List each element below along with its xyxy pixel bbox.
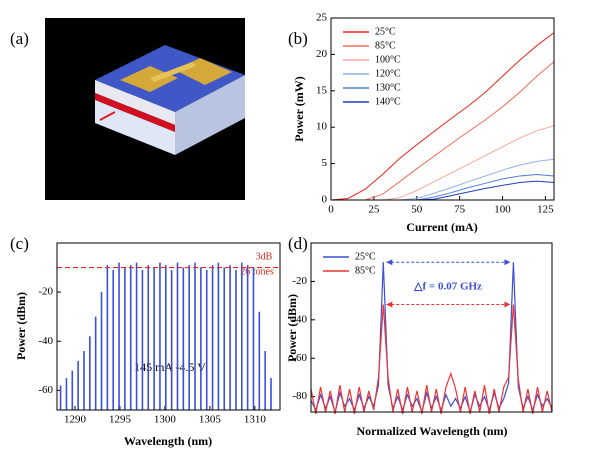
annotation: 26 tones (240, 266, 274, 277)
series-line (330, 32, 555, 201)
x-tick-label: 1300 (154, 414, 177, 426)
x-tick-label: 1305 (199, 414, 222, 426)
x-axis-title: Current (mA) (406, 220, 477, 234)
panel-label: (b) (288, 29, 308, 48)
y-tick-label: -60 (38, 384, 53, 396)
plot-frame (56, 242, 281, 411)
legend-label: 100°C (375, 54, 401, 65)
y-tick-label: 5 (322, 157, 328, 169)
plot-frame (330, 17, 555, 201)
x-tick-label: 50 (411, 204, 423, 216)
legend-label: 120°C (375, 68, 401, 79)
y-tick-label: 20 (316, 48, 328, 60)
series-line (331, 173, 555, 201)
x-axis-title: Wavelength (nm) (124, 434, 212, 448)
y-tick-label: -20 (292, 275, 307, 287)
x-axis-title: Normalized Wavelength (nm) (356, 424, 507, 438)
y-tick-label: 15 (316, 84, 328, 96)
x-tick-label: 25 (368, 204, 380, 216)
y-tick-label: -40 (38, 335, 53, 347)
y-tick-label: 0 (322, 194, 328, 206)
y-axis-title: Power (dBm) (14, 292, 28, 360)
y-tick-label: -40 (292, 313, 307, 325)
legend-label: 140°C (375, 96, 401, 107)
y-tick-label: -60 (292, 352, 307, 364)
y-tick-label: -80 (292, 390, 307, 402)
legend-label: 130°C (375, 82, 401, 93)
x-tick-label: 1295 (109, 414, 132, 426)
annotation: △f = 0.07 GHz (413, 281, 482, 293)
panel-label: (d) (288, 234, 308, 253)
legend-label: 25°C (375, 26, 396, 37)
series-line (331, 125, 555, 201)
plot-frame (310, 242, 553, 413)
device-illustration (45, 18, 245, 200)
x-tick-label: 75 (454, 204, 466, 216)
annotation: 3dB (256, 251, 273, 262)
series-line (331, 61, 555, 201)
x-tick-label: 1290 (64, 414, 87, 426)
y-axis-title: Power (dBm) (285, 294, 299, 362)
y-axis-title: Power (mW) (292, 76, 306, 141)
y-tick-label: -20 (38, 286, 53, 298)
y-tick-label: 25 (316, 12, 328, 24)
y-tick-label: 10 (316, 121, 328, 133)
series-line (331, 158, 555, 201)
x-tick-label: 0 (328, 204, 334, 216)
x-tick-label: 125 (537, 204, 554, 216)
legend-label: 85°C (375, 40, 396, 51)
x-tick-label: 1310 (244, 414, 267, 426)
panel-label: (c) (10, 234, 29, 253)
panel-label: (a) (10, 29, 29, 48)
legend-label: 85°C (355, 265, 376, 276)
series-line (310, 262, 553, 415)
annotation: 145 mA -4.5 V (134, 360, 206, 374)
legend-label: 25°C (355, 251, 376, 262)
x-tick-label: 100 (494, 204, 511, 216)
